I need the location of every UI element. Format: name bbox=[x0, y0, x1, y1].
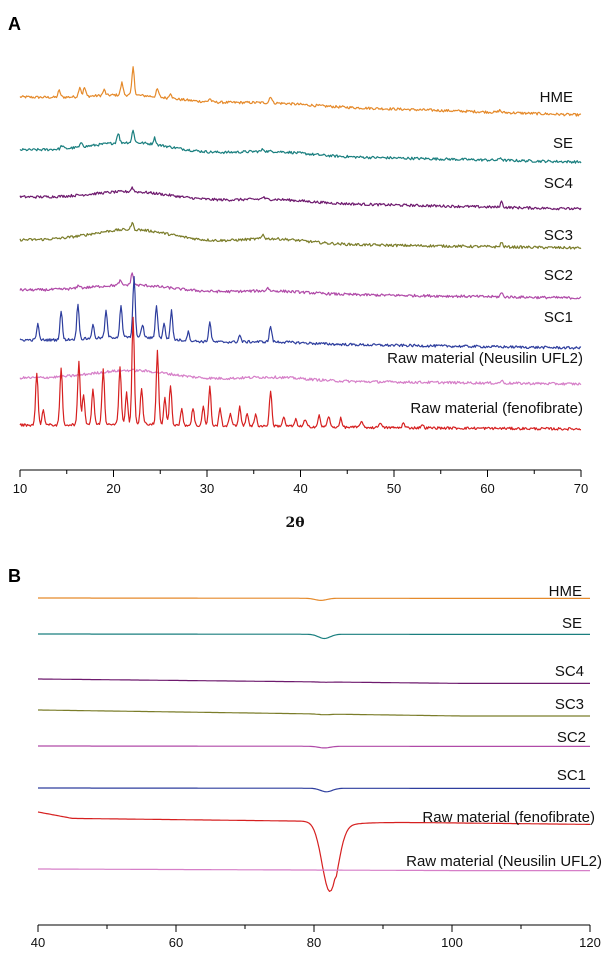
panel-a-tick-label-20: 20 bbox=[106, 481, 120, 496]
panel-a-trace-raw-material-neusilin-ufl2 bbox=[19, 368, 582, 386]
panel-b-label-sc1: SC1 bbox=[557, 767, 586, 784]
panel-a-label-sc4: SC4 bbox=[544, 175, 573, 192]
panel-b-traces: HME SE SC4 SC3 SC2 SC1 Raw material (fenofibra… bbox=[37, 583, 602, 893]
panel-a-tick-label-70: 70 bbox=[574, 481, 588, 496]
panel-b-tick-label-40: 40 bbox=[31, 935, 45, 950]
panel-b-label-sc2: SC2 bbox=[557, 729, 586, 746]
panel-b-tick-label-100: 100 bbox=[441, 935, 463, 950]
panel-b-label-se: SE bbox=[562, 615, 582, 632]
panel-a-letter: A bbox=[8, 14, 21, 34]
panel-a-trace-sc4 bbox=[19, 186, 582, 211]
panel-b-trace-se bbox=[38, 633, 590, 640]
panel-a-x-axis: 10 20 30 40 50 60 70 bbox=[13, 469, 588, 496]
panel-a-trace-se bbox=[19, 129, 582, 164]
panel-b-tick-label-120: 120 bbox=[579, 935, 601, 950]
panel-b-trace-sc2 bbox=[38, 745, 590, 749]
panel-b-letter: B bbox=[8, 566, 21, 586]
panel-a-trace-raw-material-fenofibrate bbox=[19, 316, 582, 431]
panel-a-tick-label-60: 60 bbox=[480, 481, 494, 496]
panel-b-label-hme: HME bbox=[549, 583, 582, 600]
panel-a-trace-sc1 bbox=[19, 276, 582, 350]
panel-b-tick-label-60: 60 bbox=[169, 935, 183, 950]
panel-b-trace-sc3 bbox=[38, 709, 590, 717]
panel-b-trace-hme bbox=[38, 597, 590, 602]
panel-a-tick-label-40: 40 bbox=[293, 481, 307, 496]
panel-a-label-raw-material-fenofibrate: Raw material (fenofibrate) bbox=[410, 400, 583, 417]
panel-a-label-sc2: SC2 bbox=[544, 267, 573, 284]
panel-a-x-axis-title: 2θ bbox=[285, 515, 304, 531]
panel-b-tick-label-80: 80 bbox=[307, 935, 321, 950]
panel-a-label-sc1: SC1 bbox=[544, 309, 573, 326]
panel-a-label-hme: HME bbox=[540, 89, 573, 106]
panel-a-label-sc3: SC3 bbox=[544, 227, 573, 244]
panel-b-x-axis: 40 60 80 100 120 bbox=[31, 924, 601, 950]
panel-b-label-raw-material-neusilin-ufl2: Raw material (Neusilin UFL2) bbox=[406, 853, 602, 870]
panel-a-trace-sc3 bbox=[19, 221, 582, 250]
panel-a-label-se: SE bbox=[553, 135, 573, 152]
panel-b-label-sc4: SC4 bbox=[555, 663, 584, 680]
panel-a-tick-label-50: 50 bbox=[387, 481, 401, 496]
panel-b-trace-sc1 bbox=[38, 787, 590, 793]
panel-b-label-raw-material-fenofibrate: Raw material (fenofibrate) bbox=[422, 809, 595, 826]
panel-b-trace-raw-material-fenofibrate bbox=[37, 811, 590, 893]
panel-b-trace-raw-material-neusilin-ufl2 bbox=[38, 868, 590, 872]
panel-a-label-raw-material-neusilin-ufl2: Raw material (Neusilin UFL2) bbox=[387, 350, 583, 367]
panel-b-trace-sc4 bbox=[38, 678, 590, 685]
panel-a-tick-label-30: 30 bbox=[200, 481, 214, 496]
panel-a-trace-sc2 bbox=[19, 272, 582, 300]
panel-a-trace-hme bbox=[19, 66, 582, 117]
panel-a-tick-label-10: 10 bbox=[13, 481, 27, 496]
panel-a-traces: HME SE SC4 SC3 SC2 SC1 Raw material (Neusilin … bbox=[19, 66, 583, 431]
panel-b-label-sc3: SC3 bbox=[555, 696, 584, 713]
